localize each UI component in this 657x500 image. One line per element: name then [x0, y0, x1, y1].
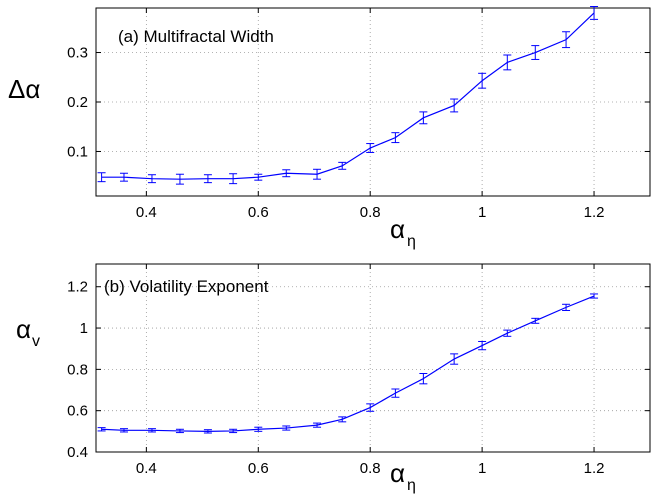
error-bar — [175, 428, 184, 434]
error-bar — [338, 161, 347, 170]
x-tick-label: 0.4 — [136, 460, 157, 477]
error-bar — [254, 426, 263, 432]
x-tick-label: 1 — [478, 460, 486, 477]
series-layer — [97, 6, 599, 185]
panel-volatility-exponent: 0.4 0.6 0.8 1 1.2 0.4 0.6 0.8 1 1.2 (b) Volatili… — [16, 263, 651, 494]
error-bar — [450, 353, 459, 365]
error-bar — [450, 98, 459, 113]
error-bar — [282, 169, 291, 178]
error-bar — [229, 173, 238, 185]
error-bar — [175, 173, 184, 185]
x-axis-symbol: α — [390, 458, 405, 488]
error-bar — [97, 172, 106, 183]
y-axis-symbol: Δα — [8, 74, 40, 104]
x-tick-label: 1 — [478, 204, 486, 221]
x-axis-symbol: α — [390, 214, 405, 244]
y-tick-label: 0.4 — [67, 444, 88, 461]
y-tick-label: 0.3 — [67, 45, 88, 62]
error-bar — [282, 425, 291, 431]
error-bar — [503, 329, 512, 337]
x-tick-labels: 0.4 0.6 0.8 1 1.2 — [136, 204, 605, 221]
error-bar — [478, 340, 487, 351]
x-tick-label: 0.6 — [248, 204, 269, 221]
error-bar — [203, 174, 212, 184]
y-tick-label: 1 — [80, 320, 88, 337]
error-bar — [419, 372, 428, 385]
y-tick-label: 0.2 — [67, 94, 88, 111]
x-axis-subscript: η — [407, 233, 416, 250]
grid-lines — [96, 8, 650, 196]
y-axis-symbol: α — [16, 314, 31, 344]
x-tick-label: 0.4 — [136, 204, 157, 221]
panel-title: (a) Multifractal Width — [118, 27, 274, 46]
error-bar — [531, 317, 540, 324]
error-bar — [503, 54, 512, 71]
y-tick-label: 1.2 — [67, 279, 88, 296]
series-layer — [97, 293, 599, 434]
error-bar — [203, 429, 212, 434]
error-bar — [478, 72, 487, 89]
error-bar — [391, 132, 400, 144]
error-bar — [97, 427, 106, 432]
panel-multifractal-width: 0.4 0.6 0.8 1 1.2 0.1 0.2 0.3 (a) Multifractal… — [8, 6, 651, 250]
error-bar — [313, 422, 322, 428]
error-bar — [119, 428, 128, 433]
x-axis-subscript: η — [407, 477, 416, 494]
y-axis-label: αv — [16, 314, 40, 350]
x-tick-label: 0.8 — [360, 460, 381, 477]
error-bar — [419, 111, 428, 125]
y-tick-labels: 0.1 0.2 0.3 — [67, 45, 88, 161]
plot-frame — [95, 263, 651, 453]
x-tick-labels: 0.4 0.6 0.8 1 1.2 — [136, 460, 605, 477]
error-bar — [254, 173, 263, 181]
y-tick-label: 0.8 — [67, 361, 88, 378]
error-bar — [229, 428, 238, 434]
error-bar — [366, 403, 375, 412]
x-tick-label: 0.8 — [360, 204, 381, 221]
y-tick-labels: 0.4 0.6 0.8 1 1.2 — [67, 279, 88, 461]
error-bar — [562, 303, 571, 311]
error-bar — [590, 293, 599, 299]
error-bar — [313, 168, 322, 180]
error-bar — [366, 143, 375, 153]
y-axis-label: Δα — [8, 74, 40, 104]
error-bar — [590, 6, 599, 20]
x-tick-label: 1.2 — [584, 204, 605, 221]
axis-ticks — [96, 8, 650, 196]
x-tick-label: 0.6 — [248, 460, 269, 477]
error-bar — [119, 172, 128, 182]
error-bar — [562, 31, 571, 49]
error-bar — [147, 428, 156, 433]
y-tick-label: 0.1 — [67, 143, 88, 160]
x-tick-label: 1.2 — [584, 460, 605, 477]
y-tick-label: 0.6 — [67, 403, 88, 420]
y-axis-subscript: v — [32, 333, 40, 350]
error-bar — [531, 45, 540, 60]
axis-ticks — [96, 264, 650, 453]
error-bar — [338, 416, 347, 423]
panel-title: (b) Volatility Exponent — [104, 277, 269, 296]
error-bar — [391, 388, 400, 398]
error-bar — [147, 174, 156, 184]
